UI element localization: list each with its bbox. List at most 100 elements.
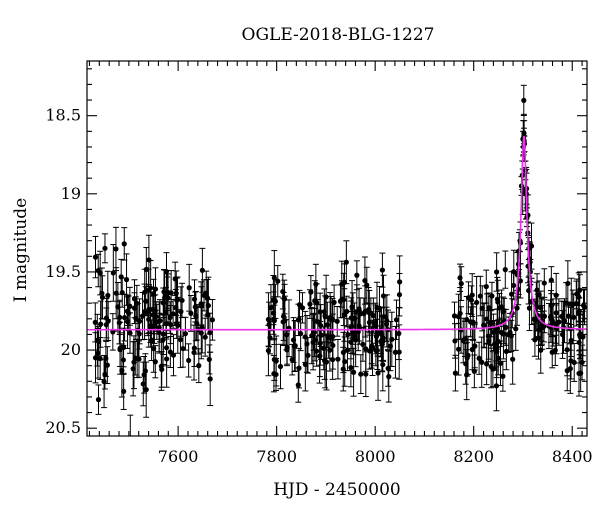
- data-point: [95, 397, 102, 403]
- chart-title: OGLE-2018-BLG-1227: [242, 25, 435, 45]
- data-point: [534, 287, 540, 293]
- data-point: [498, 329, 504, 335]
- data-point: [323, 359, 330, 365]
- data-point: [526, 305, 533, 311]
- data-point: [120, 357, 126, 363]
- data-point: [177, 337, 184, 343]
- data-point: [553, 292, 559, 298]
- data-point: [170, 311, 176, 317]
- data-point: [576, 311, 582, 317]
- data-point: [456, 346, 462, 352]
- data-point: [343, 259, 349, 265]
- data-point: [182, 331, 189, 337]
- data-point: [571, 314, 577, 320]
- data-point: [113, 290, 119, 296]
- data-point: [369, 345, 376, 351]
- x-tick-label: 8000: [355, 447, 396, 466]
- data-point: [191, 349, 197, 356]
- data-point: [199, 267, 205, 273]
- data-point: [349, 304, 355, 310]
- data-point: [389, 336, 395, 342]
- data-point: [186, 285, 192, 291]
- data-point: [392, 349, 399, 355]
- data-point: [565, 280, 571, 287]
- data-point: [360, 341, 366, 347]
- data-point: [348, 365, 354, 371]
- data-point: [494, 326, 500, 332]
- data-point: [209, 317, 215, 323]
- y-tick-label: 20.5: [45, 418, 81, 437]
- data-point: [167, 349, 173, 355]
- data-point: [521, 97, 527, 104]
- data-point: [479, 305, 485, 311]
- data-point: [486, 305, 492, 311]
- data-point: [179, 297, 185, 304]
- data-point: [161, 289, 167, 295]
- data-point: [148, 337, 155, 343]
- data-point: [514, 305, 520, 311]
- data-point: [143, 387, 149, 393]
- data-point: [535, 335, 542, 341]
- data-point: [477, 293, 483, 299]
- data-point: [517, 278, 523, 284]
- y-tick-label: 19: [61, 184, 81, 203]
- data-point: [271, 318, 277, 324]
- data-point: [270, 310, 277, 316]
- data-point: [132, 355, 138, 361]
- data-point: [141, 372, 147, 378]
- data-point: [271, 275, 277, 281]
- data-point: [556, 319, 562, 325]
- data-point: [318, 332, 324, 338]
- data-point: [574, 291, 580, 297]
- data-point: [299, 305, 306, 311]
- data-point: [145, 310, 151, 316]
- data-point: [470, 320, 476, 326]
- data-point: [385, 365, 391, 371]
- data-point: [503, 324, 509, 330]
- data-point: [500, 373, 506, 379]
- data-point: [494, 269, 500, 275]
- data-point: [323, 294, 329, 300]
- data-point: [280, 319, 286, 325]
- plot-area: [87, 84, 587, 436]
- data-point: [328, 317, 334, 323]
- data-point: [379, 267, 386, 273]
- data-point: [99, 294, 106, 300]
- data-point: [354, 309, 360, 315]
- data-point: [457, 310, 463, 317]
- data-point: [457, 275, 463, 281]
- data-point: [156, 324, 162, 331]
- data-point: [508, 333, 514, 339]
- data-point: [490, 366, 496, 372]
- x-tick-label: 8200: [453, 447, 494, 466]
- data-point: [351, 369, 357, 375]
- data-point: [146, 316, 152, 322]
- data-point: [335, 356, 341, 362]
- data-point: [203, 290, 209, 296]
- data-point: [363, 371, 369, 377]
- plot-frame: [86, 60, 588, 437]
- data-point: [576, 339, 582, 346]
- data-point: [271, 356, 277, 363]
- data-point: [451, 313, 458, 319]
- data-point: [304, 341, 310, 347]
- data-point: [503, 348, 509, 354]
- data-point: [541, 323, 547, 330]
- data-point: [130, 366, 136, 372]
- data-point: [105, 292, 111, 299]
- y-axis-label: I magnitude: [11, 198, 31, 302]
- data-point: [348, 315, 354, 321]
- data-point: [118, 274, 124, 280]
- data-point: [308, 289, 314, 295]
- data-point: [460, 337, 466, 344]
- data-point: [479, 359, 485, 365]
- data-point: [102, 371, 108, 377]
- data-point: [541, 280, 547, 286]
- data-point: [322, 313, 328, 319]
- data-point: [511, 269, 517, 275]
- data-point: [139, 313, 146, 319]
- data-point: [510, 356, 516, 362]
- data-point: [117, 345, 123, 351]
- data-point: [268, 305, 274, 311]
